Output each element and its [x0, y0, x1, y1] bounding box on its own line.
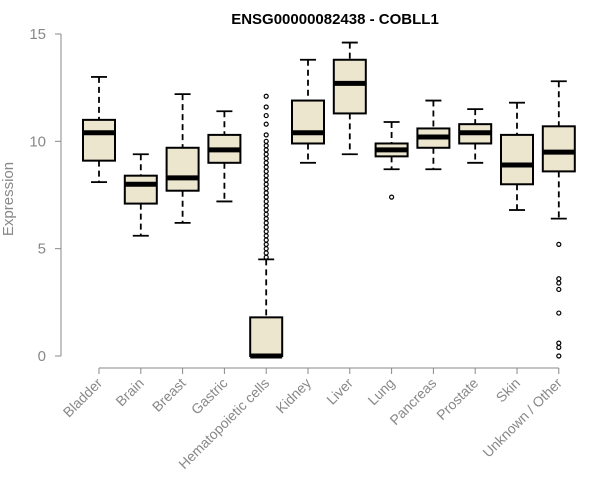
outlier-point: [263, 207, 269, 213]
outlier-point: [263, 155, 269, 162]
box-iqr: [291, 99, 325, 145]
outlier-point: [263, 132, 269, 138]
outlier-point: [263, 143, 269, 149]
outlier-point: [263, 168, 269, 174]
box-group: [541, 80, 576, 359]
chart-title: ENSG00000082438 - COBLL1: [231, 11, 439, 28]
outlier-point: [263, 138, 269, 144]
y-tick-label: 0: [38, 348, 46, 365]
box-group: [416, 99, 451, 171]
y-tick-label: 5: [38, 241, 46, 258]
x-tick-label: Liver: [323, 375, 356, 408]
outlier-point: [263, 104, 269, 110]
outlier-point: [263, 211, 269, 217]
outlier-point: [556, 276, 562, 282]
outlier-point: [263, 151, 269, 157]
outlier-point: [263, 237, 269, 243]
boxes-group: [82, 41, 576, 359]
outlier-point: [556, 310, 562, 316]
outlier-point: [556, 241, 562, 247]
y-axis-label: Expression: [0, 162, 17, 236]
x-tick-label: Lung: [364, 375, 397, 408]
box-group: [207, 110, 242, 203]
outlier-point: [263, 173, 269, 179]
outlier-point: [556, 353, 562, 359]
x-tick-label: Kidney: [273, 375, 315, 417]
outlier-point: [263, 246, 269, 252]
outlier-point: [263, 93, 269, 99]
outlier-point: [263, 220, 269, 226]
outlier-point: [263, 121, 269, 127]
box-iqr: [332, 58, 367, 115]
outlier-point: [263, 160, 269, 166]
outlier-point: [263, 233, 269, 239]
outlier-point: [263, 203, 269, 209]
box-group: [249, 93, 284, 359]
x-tick-label: Skin: [493, 375, 524, 406]
x-tick-label: Breast: [149, 375, 189, 415]
outlier-point: [389, 194, 395, 200]
box-iqr: [500, 133, 534, 186]
box-group: [123, 153, 158, 237]
outlier-point: [556, 344, 562, 351]
box-group: [291, 58, 325, 164]
box-iqr: [541, 125, 576, 173]
outlier-point: [263, 190, 269, 196]
outlier-point: [263, 177, 269, 183]
outlier-point: [263, 147, 269, 153]
x-tick-label: Unknown / Other: [479, 375, 565, 461]
outlier-point: [263, 198, 269, 205]
outlier-point: [556, 286, 562, 293]
box-group: [374, 121, 409, 200]
outlier-point: [263, 185, 269, 192]
y-tick-label: 15: [29, 26, 46, 43]
x-tick-label: Brain: [112, 375, 146, 409]
box-group: [82, 76, 116, 184]
outlier-point: [263, 241, 269, 247]
x-tick-label: Prostate: [433, 375, 481, 423]
box-iqr: [249, 316, 284, 357]
box-iqr: [165, 146, 200, 192]
box-group: [500, 101, 534, 211]
outlier-point: [556, 280, 562, 286]
y-tick-label: 10: [29, 133, 46, 150]
box-group: [458, 108, 493, 164]
outlier-point: [263, 112, 269, 119]
box-iqr: [123, 174, 158, 205]
outlier-point: [263, 194, 269, 200]
box-group: [165, 93, 200, 224]
box-group: [332, 41, 367, 156]
box-iqr: [82, 118, 116, 162]
outlier-point: [263, 228, 269, 235]
outlier-point: [263, 224, 269, 230]
outlier-point: [556, 340, 562, 346]
outlier-point: [263, 216, 269, 222]
x-tick-label: Bladder: [60, 375, 106, 421]
outlier-point: [263, 250, 269, 256]
outlier-point: [263, 164, 269, 170]
outlier-point: [263, 181, 269, 187]
